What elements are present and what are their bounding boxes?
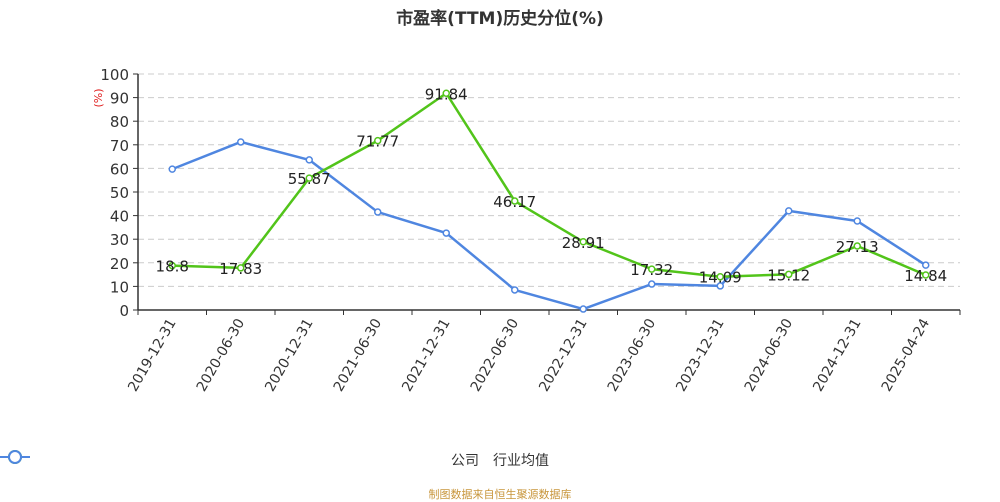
y-tick-label: 90	[110, 90, 129, 108]
y-axis-label: (%)	[92, 88, 105, 107]
data-point	[922, 271, 930, 279]
series-line-industry-avg	[171, 140, 927, 311]
y-tick-label: 20	[110, 255, 129, 273]
data-label: 18.8	[156, 258, 189, 276]
data-label: 14.84	[904, 267, 947, 285]
data-point	[922, 261, 930, 269]
data-point	[648, 280, 656, 288]
x-tick-label: 2021-06-30	[331, 316, 386, 394]
data-label: 91.84	[425, 85, 468, 103]
x-tick-label: 2023-06-30	[605, 316, 660, 394]
x-tick-label: 2024-06-30	[742, 316, 797, 394]
y-tick-label: 50	[110, 184, 129, 202]
data-point	[853, 217, 861, 225]
y-tick-label: 30	[110, 231, 129, 249]
x-tick-label: 2022-06-30	[468, 316, 523, 394]
data-point	[853, 242, 861, 250]
legend-label: 公司	[451, 453, 479, 469]
y-tick-label: 60	[110, 160, 129, 178]
x-tick-label: 2023-12-31	[673, 316, 728, 394]
data-label: 55.87	[288, 170, 331, 188]
series-line-company	[172, 92, 927, 278]
data-point	[716, 282, 724, 290]
data-label: 17.32	[630, 261, 673, 279]
data-point	[237, 138, 245, 146]
x-tick-label: 2025-04-24	[879, 316, 934, 395]
data-label: 14.09	[699, 269, 742, 287]
data-point	[579, 305, 587, 313]
legend-line-circle-icon	[0, 450, 30, 464]
data-point	[237, 264, 245, 272]
y-tick-label: 10	[110, 278, 129, 296]
data-point	[168, 165, 176, 173]
data-source-note: 制图数据来自恒生聚源数据库	[428, 488, 572, 501]
data-point	[305, 174, 313, 182]
x-tick-label: 2020-06-30	[194, 316, 249, 394]
legend-item-industry-avg[interactable]: 行业均值	[0, 450, 549, 470]
data-label: 28.91	[562, 234, 605, 252]
data-point	[168, 261, 176, 270]
data-point	[579, 238, 587, 246]
data-label: 71.77	[356, 133, 399, 151]
x-tick-label: 2021-12-31	[399, 316, 454, 394]
data-point	[374, 136, 382, 145]
x-tick-label: 2020-12-31	[262, 316, 317, 394]
chart-title: 市盈率(TTM)历史分位(%)	[396, 9, 604, 29]
data-point	[511, 197, 519, 205]
data-point	[785, 207, 793, 215]
y-tick-label: 70	[110, 137, 129, 155]
y-tick-label: 40	[110, 208, 129, 226]
data-point	[648, 265, 656, 273]
x-tick-label: 2024-12-31	[810, 316, 865, 394]
x-tick-label: 2019-12-31	[125, 316, 180, 394]
data-label: 27.13	[836, 238, 879, 256]
legend: 公司 行业均值	[0, 450, 1000, 470]
data-point	[305, 156, 313, 164]
data-point	[442, 229, 450, 237]
y-tick-label: 80	[110, 113, 129, 131]
line-chart: 0 10 20 30 40 50 60 70 80 90 100 (%) 2019-12-31 2020-…	[92, 66, 961, 395]
data-label: 17.83	[219, 260, 262, 278]
y-tick-label: 0	[119, 302, 129, 320]
y-tick-label: 100	[100, 66, 129, 84]
data-point	[442, 89, 450, 98]
data-point	[716, 272, 724, 281]
data-point	[374, 208, 382, 216]
data-label: 46.17	[493, 193, 536, 211]
legend-item-company[interactable]: 公司	[0, 450, 479, 470]
x-tick-label: 2022-12-31	[536, 316, 591, 394]
data-point	[511, 286, 519, 294]
legend-label: 行业均值	[493, 453, 549, 469]
data-point	[785, 270, 793, 279]
data-label: 15.12	[767, 266, 810, 284]
